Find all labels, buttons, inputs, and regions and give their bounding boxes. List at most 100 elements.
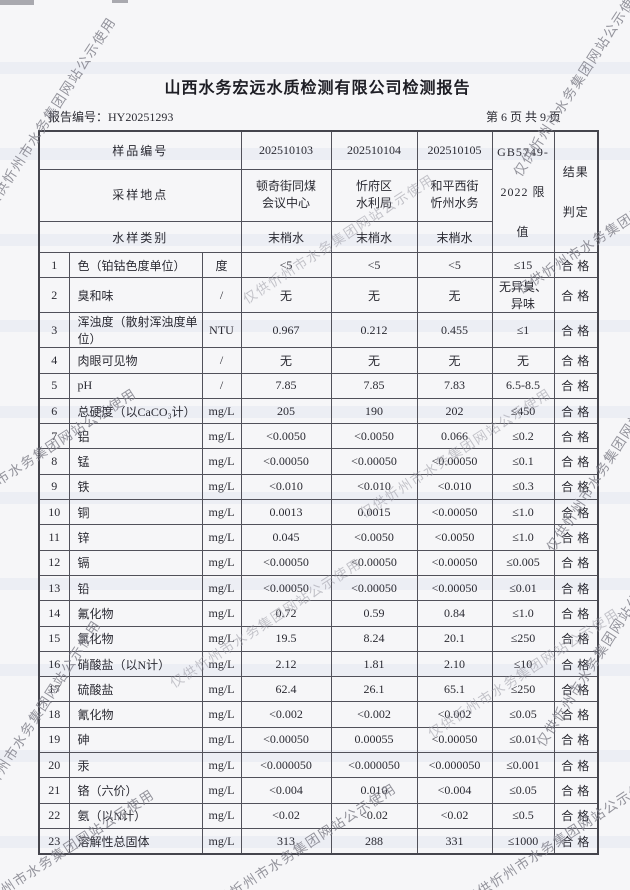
limit-value: ≤250	[491, 625, 555, 652]
row-index: 8	[38, 448, 70, 475]
value-sample-3: 无	[416, 347, 493, 374]
result-judgment: 合格	[553, 448, 599, 475]
value-sample-1: 无	[240, 277, 332, 314]
row-index: 3	[38, 312, 70, 349]
value-sample-3: <0.02	[416, 802, 493, 829]
value-sample-1: 313	[240, 827, 332, 855]
value-sample-2: <0.0050	[330, 524, 418, 551]
value-sample-1: 7.85	[240, 372, 332, 399]
result-judgment: 合格	[553, 499, 599, 526]
report-title: 山西水务宏远水质检测有限公司检测报告	[164, 80, 471, 97]
table-row: 16 硝酸盐（以N计） mg/L 2.12 1.81 2.10 ≤10 合格	[38, 650, 599, 678]
limit-value: ≤1	[491, 312, 555, 349]
item-name: 汞	[68, 752, 203, 779]
result-judgment: 合格	[553, 423, 599, 450]
row-index: 2	[38, 277, 70, 314]
report-number-value: HY20251293	[108, 110, 174, 124]
limit-value: ≤0.001	[491, 752, 555, 779]
limit-value: ≤1000	[491, 827, 555, 855]
value-sample-2: 0.59	[330, 600, 418, 627]
item-name: 铜	[68, 499, 203, 526]
value-sample-1: 无	[240, 347, 332, 374]
limit-value: ≤0.3	[491, 473, 555, 501]
unit: mg/L	[201, 448, 242, 475]
limit-value: ≤0.005	[491, 549, 555, 576]
value-sample-2: <0.010	[330, 473, 418, 501]
value-sample-1: <0.002	[240, 701, 332, 728]
value-sample-3: <0.00050	[416, 549, 493, 576]
unit: /	[201, 277, 242, 314]
unit: mg/L	[201, 600, 242, 627]
value-sample-1: 0.72	[240, 600, 332, 627]
table-row: 1 色（铂钴色度单位）度 <5 <5 <5 ≤15 合格	[38, 251, 599, 279]
limit-value: 无	[491, 347, 555, 374]
item-name: 肉眼可见物	[68, 347, 203, 374]
value-sample-2: 288	[330, 827, 418, 855]
value-sample-2: <0.0050	[330, 423, 418, 450]
value-sample-2: 8.24	[330, 625, 418, 652]
value-sample-3: <0.010	[416, 473, 493, 501]
value-sample-3: <0.004	[416, 777, 493, 804]
item-name: 铬（六价）	[68, 777, 203, 804]
item-name: 硝酸盐（以N计）	[68, 650, 203, 678]
value-sample-1: 205	[240, 397, 332, 425]
unit: mg/L	[201, 650, 242, 678]
table-row: 5 pH/7.85 7.85 7.83 6.5-8.5 合格	[38, 372, 599, 399]
location-label: 采样地点	[38, 168, 242, 223]
water-type-2: 末梢水	[330, 221, 418, 253]
result-judgment: 合格	[553, 625, 599, 652]
value-sample-3: 331	[416, 827, 493, 855]
unit: mg/L	[201, 726, 242, 754]
value-sample-3: 0.066	[416, 423, 493, 450]
table-row: 21 铬（六价） mg/L <0.004 0.010 <0.004 ≤0.05 合格	[38, 777, 599, 804]
limit-value: 6.5-8.5	[491, 372, 555, 399]
result-judgment: 合格	[553, 676, 599, 703]
table-row: 10 铜 mg/L 0.0013 0.0015 <0.00050 ≤1.0 合格	[38, 499, 599, 526]
result-judgment: 合格	[553, 473, 599, 501]
value-sample-2: 7.85	[330, 372, 418, 399]
value-sample-3: <0.00050	[416, 499, 493, 526]
table-row: 13 铅 mg/L <0.00050 <0.00050 <0.00050 ≤0.01 合格	[38, 574, 599, 602]
scan-artifact	[112, 0, 128, 3]
item-name: 氨（以N计）	[68, 802, 203, 829]
table-row: 23 溶解性总固体 mg/L 313 288 331 ≤1000 合格	[38, 827, 599, 855]
value-sample-3: 202	[416, 397, 493, 425]
row-index: 22	[38, 802, 70, 829]
result-column-header: 结果 判定	[553, 130, 599, 253]
value-sample-1: <0.00050	[240, 726, 332, 754]
limit-value: ≤0.05	[491, 701, 555, 728]
item-name: 色（铂钴色度单位）	[68, 251, 203, 279]
result-judgment: 合格	[553, 251, 599, 279]
value-sample-2: 1.81	[330, 650, 418, 678]
sample-location-2: 忻府区 水利局	[330, 168, 418, 223]
value-sample-1: <0.0050	[240, 423, 332, 450]
result-judgment: 合格	[553, 752, 599, 779]
unit: mg/L	[201, 549, 242, 576]
row-index: 21	[38, 777, 70, 804]
row-index: 5	[38, 372, 70, 399]
header-row-water-type: 水样类别 末梢水 末梢水 末梢水	[38, 221, 598, 253]
table-row: 12 镉 mg/L <0.00050 <0.00050 <0.00050 ≤0.005 合格	[38, 549, 599, 576]
limit-value: ≤15	[491, 251, 555, 279]
row-index: 4	[38, 347, 70, 374]
value-sample-1: 62.4	[240, 676, 332, 703]
results-table: 样品编号 202510103 202510104 202510105 GB574…	[38, 130, 600, 856]
limit-column-header: GB5749- 2022 限值	[491, 130, 555, 253]
result-judgment: 合格	[553, 277, 599, 314]
result-judgment: 合格	[553, 827, 599, 855]
unit: mg/L	[201, 827, 242, 855]
value-sample-1: <0.000050	[240, 752, 332, 779]
unit: mg/L	[201, 473, 242, 501]
result-judgment: 合格	[553, 312, 599, 349]
result-judgment: 合格	[553, 600, 599, 627]
value-sample-2: 0.212	[330, 312, 418, 349]
item-name: 臭和味	[68, 277, 203, 314]
report-number-label: 报告编号：	[48, 110, 109, 124]
value-sample-2: <0.000050	[330, 752, 418, 779]
value-sample-1: <0.00050	[240, 574, 332, 602]
result-judgment: 合格	[553, 802, 599, 829]
limit-value: ≤0.2	[491, 423, 555, 450]
water-type-3: 末梢水	[416, 221, 493, 253]
row-index: 7	[38, 423, 70, 450]
value-sample-2: 0.010	[330, 777, 418, 804]
